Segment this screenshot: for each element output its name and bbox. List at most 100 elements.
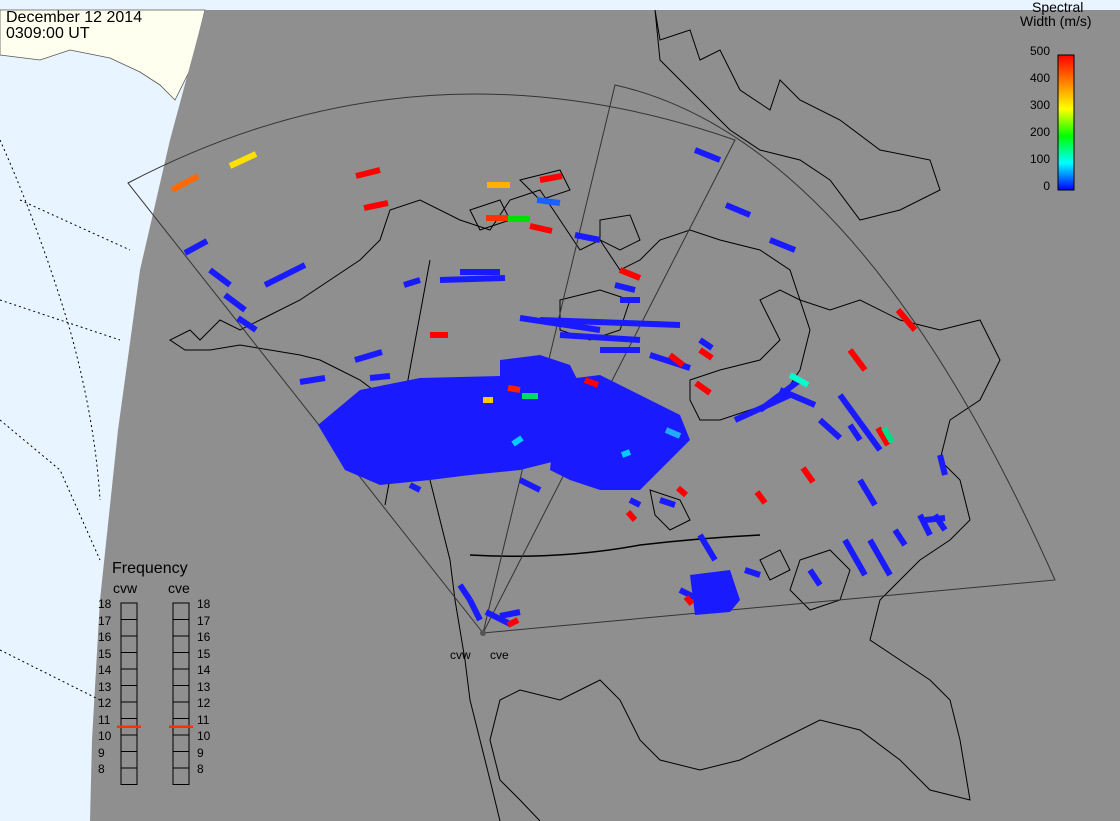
scatter-cell <box>800 466 816 484</box>
scatter-cell <box>369 373 391 381</box>
time-label: 0309:00 UT <box>6 25 90 42</box>
scatter-cell <box>842 538 868 577</box>
colorbar-tick-label: 500 <box>1029 44 1050 58</box>
scatter-cell <box>881 426 895 444</box>
scatter-cell <box>539 173 563 183</box>
colorbar-tick-label: 200 <box>1029 125 1050 139</box>
scatter-cell <box>467 598 483 622</box>
scatter-cell <box>499 609 521 619</box>
sunlit-land <box>0 9 206 101</box>
frequency-scale-label: 11 <box>197 712 210 727</box>
cvw-fov <box>127 93 736 634</box>
scatter-cell <box>529 223 553 234</box>
frequency-scale-label: 18 <box>98 597 112 611</box>
scatter-cell <box>614 282 636 293</box>
frequency-scale-label: 15 <box>197 646 211 661</box>
scatter-cell <box>208 267 232 288</box>
scatter-cell <box>895 308 918 332</box>
border-line <box>469 534 761 557</box>
scatter-cell <box>539 317 681 328</box>
scatter-cell <box>778 387 817 408</box>
scatter-region <box>500 355 580 395</box>
scatter-cell <box>507 385 521 393</box>
frequency-scale-label: 8 <box>98 762 105 776</box>
scatter-cell <box>518 477 542 493</box>
scatter-cell <box>620 449 632 458</box>
scatter-cell <box>698 347 714 361</box>
scatter-cell <box>875 426 891 447</box>
scatter-cell <box>683 595 695 606</box>
scatter-cell <box>917 513 933 537</box>
frequency-scale-label: 15 <box>98 646 112 661</box>
scatter-cell <box>170 173 200 193</box>
frequency-scale-label: 10 <box>197 729 211 743</box>
fov-outlines <box>127 84 1056 634</box>
colorbar-title-line1: Spectral <box>1032 0 1084 15</box>
scatter-cell <box>847 348 868 372</box>
radar-site-marker <box>480 630 486 636</box>
scatter-cell <box>408 482 422 493</box>
scatter-region <box>690 570 740 615</box>
scatter-cell <box>892 528 908 547</box>
scatter-cell <box>183 238 209 256</box>
coastlines <box>169 9 1001 821</box>
grid-lines <box>0 139 131 701</box>
scatter-cell <box>924 515 946 523</box>
frequency-scale-label: 9 <box>197 745 204 760</box>
site-label-cvw: cvw <box>450 648 471 662</box>
scatter-cell <box>847 423 863 442</box>
scatter-cell <box>457 583 473 602</box>
scatter-cell <box>403 277 421 288</box>
scatter-cell <box>676 485 688 498</box>
frequency-scale-label: 8 <box>197 762 204 776</box>
scatter-cell <box>506 617 520 628</box>
scatter-cell <box>678 587 702 603</box>
scatter-cell <box>649 352 691 371</box>
frequency-title: Frequency <box>112 560 188 577</box>
frequency-scale-label: 12 <box>98 696 112 710</box>
scatter-cell <box>628 497 642 508</box>
scatter-cell <box>724 202 752 218</box>
backscatter-cells <box>170 147 948 628</box>
frequency-box <box>172 767 190 785</box>
scatter-cell <box>355 167 381 179</box>
scatter-cell <box>439 275 506 283</box>
scatter-cell <box>574 232 601 243</box>
scatter-cell <box>223 292 247 313</box>
scatter-cell <box>754 490 768 505</box>
scatter-cell <box>536 197 561 206</box>
scatter-cell <box>788 372 810 388</box>
scatter-cell <box>618 267 642 281</box>
scatter-cell <box>583 377 600 388</box>
scatter-cell <box>867 538 893 577</box>
scatter-cell <box>363 200 389 211</box>
scatter-cell <box>659 497 676 508</box>
scatter-cell <box>693 147 722 163</box>
scatter-cell <box>744 567 761 578</box>
scatter-region <box>550 375 690 490</box>
frequency-scale-label: 16 <box>197 630 211 644</box>
scatter-cell <box>807 568 823 587</box>
frequency-scale-label: 18 <box>197 597 211 611</box>
scatter-cell <box>857 478 878 507</box>
colorbar-tick-label: 400 <box>1029 71 1050 85</box>
frequency-scale-label: 14 <box>98 663 112 677</box>
frequency-scale-label: 14 <box>197 663 211 677</box>
scatter-cell <box>598 467 622 483</box>
scatter-cell <box>299 375 326 385</box>
scatter-cell <box>768 237 797 253</box>
scatter-cell <box>697 533 718 562</box>
colorbar-scale <box>1057 54 1075 191</box>
scatter-cell <box>559 332 641 343</box>
frequency-scale-label: 11 <box>98 712 111 727</box>
scatter-region <box>318 376 560 485</box>
frequency-scale-label: 9 <box>98 745 105 760</box>
scatter-cell <box>511 435 524 447</box>
frequency-boxes <box>117 602 193 785</box>
colorbar-tick-label: 100 <box>1029 152 1050 166</box>
scatter-cell <box>519 315 601 333</box>
frequency-scale-label: 13 <box>98 679 112 694</box>
frequency-column-cvw: cvw <box>113 580 138 596</box>
